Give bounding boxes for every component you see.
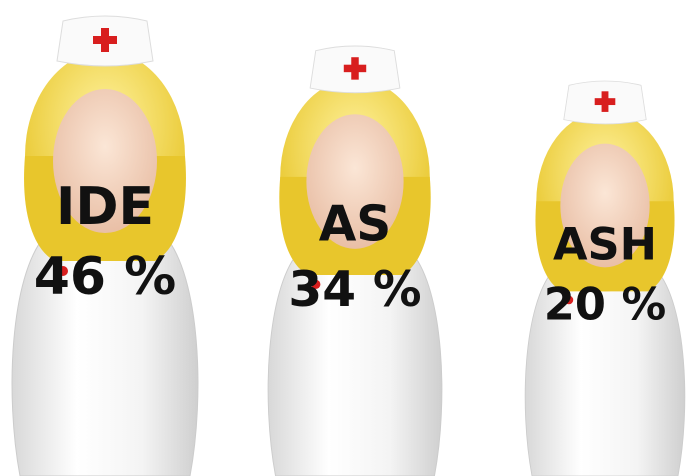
category-label: ASH xyxy=(553,219,657,271)
chart: IDE 46 % AS 34 % ASH 20 % xyxy=(0,0,693,476)
cross xyxy=(344,65,366,72)
category-label: AS xyxy=(319,196,392,252)
nurse-figure: IDE 46 % xyxy=(12,16,198,476)
category-label: IDE xyxy=(56,177,154,237)
nurse-figure: ASH 20 % xyxy=(525,81,685,476)
value-label: 34 % xyxy=(288,262,421,318)
cross xyxy=(93,36,117,44)
nurse-figure: AS 34 % xyxy=(268,46,442,476)
cross xyxy=(595,98,616,105)
value-label: 20 % xyxy=(544,279,666,331)
value-label: 46 % xyxy=(34,247,177,307)
